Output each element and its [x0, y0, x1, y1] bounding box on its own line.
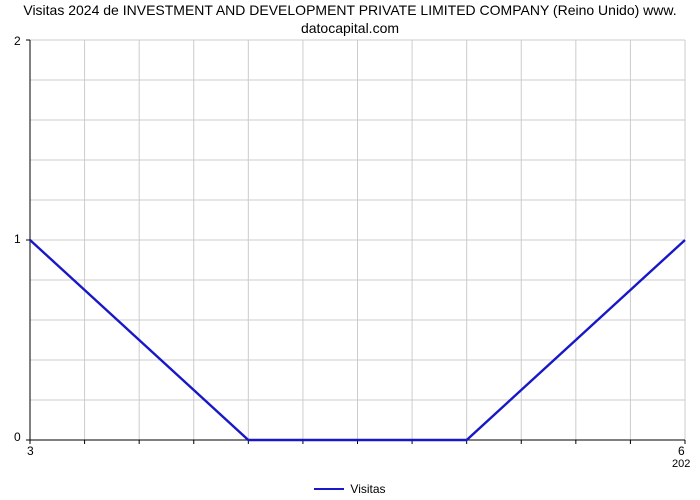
xtick-1: 6 [678, 444, 685, 458]
chart-title-line1: Visitas 2024 de INVESTMENT AND DEVELOPME… [23, 2, 676, 18]
xtick-0: 3 [27, 444, 34, 458]
ytick-1: 1 [14, 232, 21, 246]
legend-swatch [314, 488, 344, 490]
plot-area [30, 40, 685, 440]
chart-title-line2: datocapital.com [301, 20, 399, 36]
ytick-0: 0 [14, 430, 21, 444]
chart-svg [30, 40, 685, 440]
secondary-xlabel: 202 [672, 458, 690, 470]
visits-line-chart: Visitas 2024 de INVESTMENT AND DEVELOPME… [0, 0, 700, 500]
ytick-2: 2 [14, 34, 21, 48]
chart-title: Visitas 2024 de INVESTMENT AND DEVELOPME… [0, 0, 700, 37]
legend: Visitas [0, 482, 700, 496]
legend-label: Visitas [350, 482, 385, 496]
